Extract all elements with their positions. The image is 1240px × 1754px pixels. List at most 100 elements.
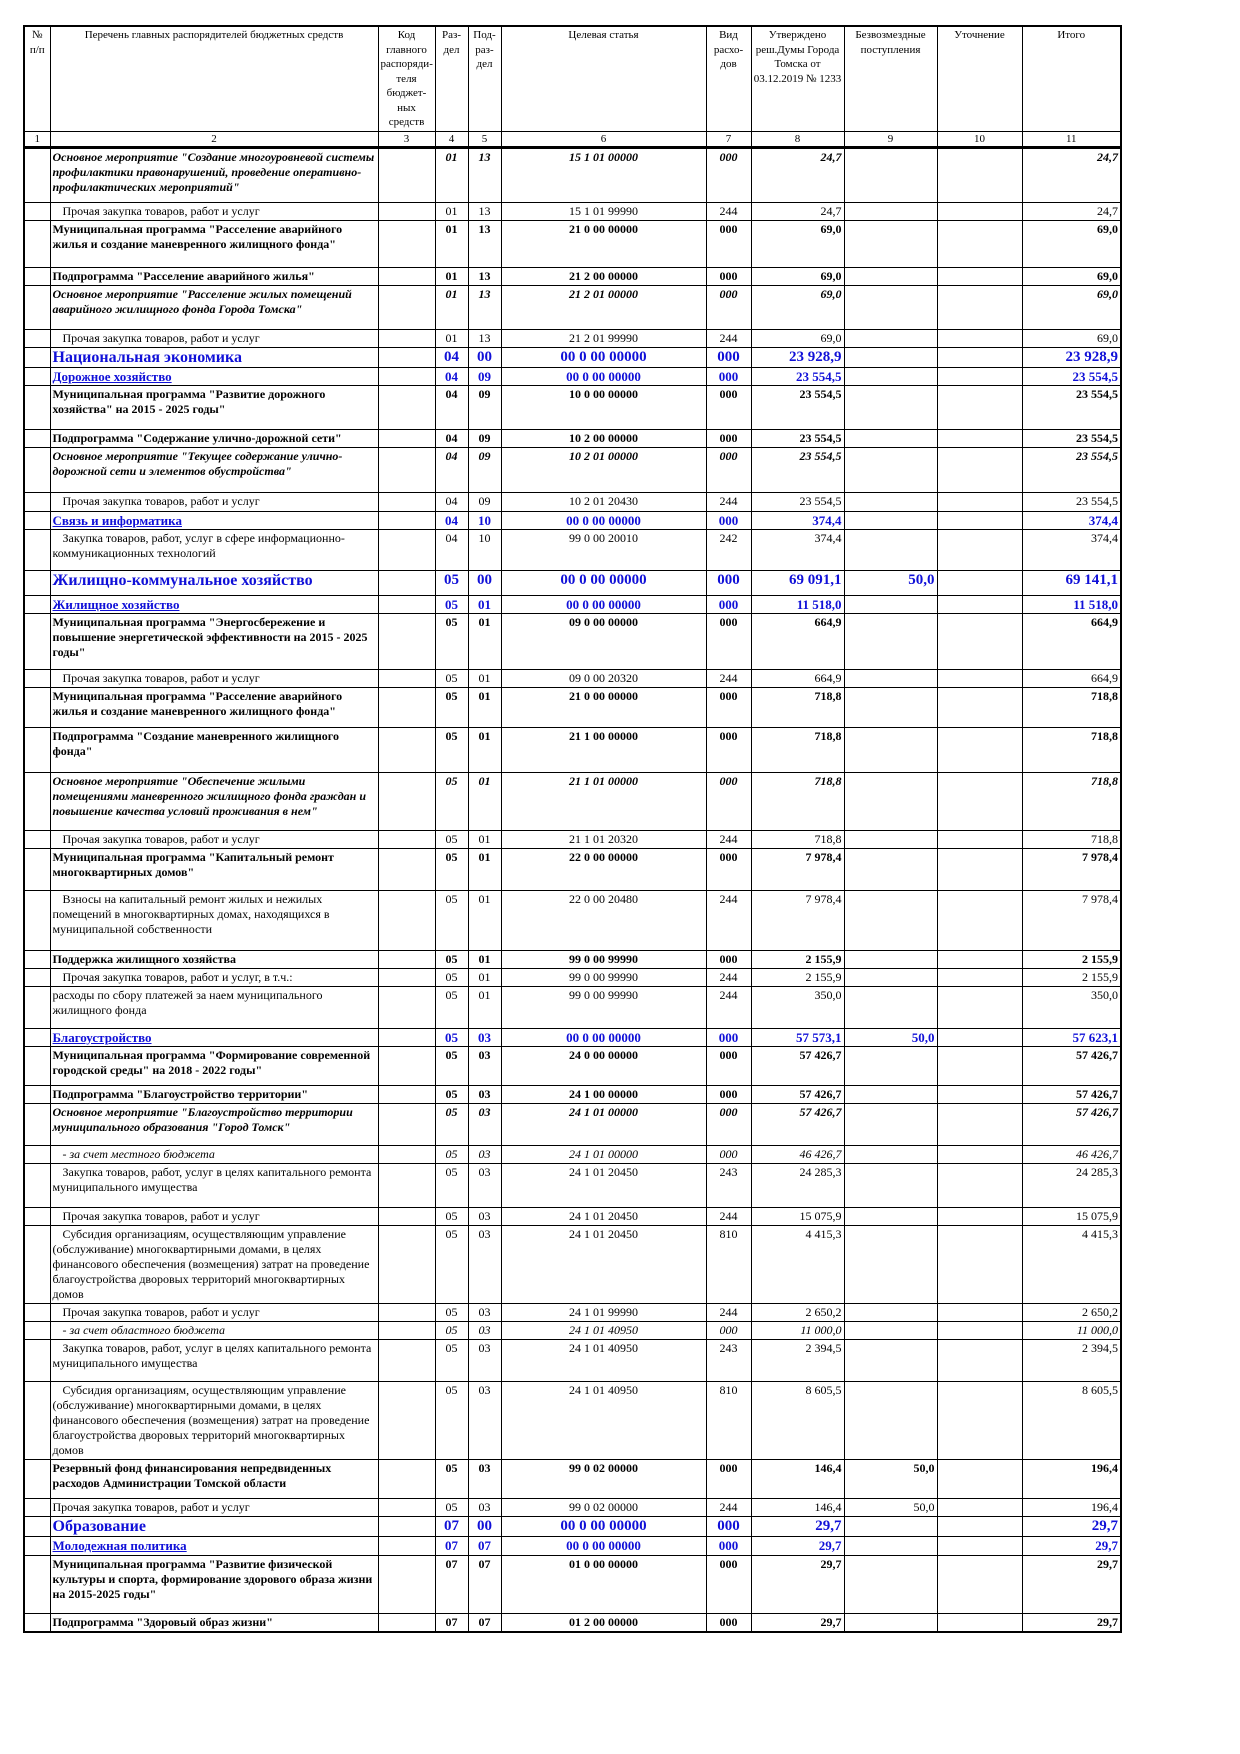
- cell-approved: 718,8: [750, 771, 845, 831]
- cell-adjustment: [936, 967, 1023, 987]
- cell-name: Субсидия организациям, осуществляющим уп…: [49, 1380, 379, 1460]
- table-row: Муниципальная программа "Капитальный рем…: [23, 847, 1122, 891]
- cell-expense-type: 000: [705, 594, 752, 614]
- cell-number: [23, 1320, 51, 1340]
- cell-adjustment: [936, 1338, 1023, 1382]
- cell-admin-code: [377, 328, 436, 348]
- cell-target-item: 22 0 00 20480: [500, 889, 707, 951]
- cell-number: [23, 726, 51, 773]
- table-row: Молодежная политика 07 07 00 0 00 00000 000 2…: [23, 1535, 1122, 1556]
- cell-total: 69,0: [1021, 266, 1122, 286]
- cell-name: Подпрограмма "Создание маневренного жили…: [49, 726, 379, 773]
- column-number-11: 11: [1021, 130, 1122, 149]
- cell-number: [23, 594, 51, 614]
- cell-section: 05: [434, 949, 469, 969]
- cell-subsection: 01: [467, 594, 502, 614]
- cell-section: 01: [434, 201, 469, 221]
- cell-total: 23 554,5: [1021, 366, 1122, 386]
- cell-adjustment: [936, 1380, 1023, 1460]
- cell-grants: [843, 829, 938, 849]
- table-row: - за счет областного бюджета 05 03 24 1 01 …: [23, 1320, 1122, 1340]
- cell-subsection: 07: [467, 1554, 502, 1614]
- cell-name: Основное мероприятие "Текущее содержание…: [49, 446, 379, 493]
- cell-approved: 7 978,4: [750, 889, 845, 951]
- table-row: Прочая закупка товаров, работ и услуг 05 0…: [23, 1206, 1122, 1226]
- cell-subsection: 09: [467, 491, 502, 512]
- cell-admin-code: [377, 847, 436, 891]
- table-row: Прочая закупка товаров, работ и услуг 05 0…: [23, 1302, 1122, 1322]
- cell-target-item: 10 2 01 00000: [500, 446, 707, 493]
- cell-subsection: 03: [467, 1338, 502, 1382]
- cell-expense-type: 000: [705, 446, 752, 493]
- cell-adjustment: [936, 510, 1023, 530]
- cell-grants: [843, 668, 938, 688]
- column-number-10: 10: [936, 130, 1023, 149]
- table-row: Прочая закупка товаров, работ и услуг, в…: [23, 967, 1122, 987]
- cell-expense-type: 000: [705, 284, 752, 330]
- cell-total: 196,4: [1021, 1497, 1122, 1517]
- cell-subsection: 13: [467, 266, 502, 286]
- cell-total: 24,7: [1021, 146, 1122, 203]
- cell-name: Муниципальная программа "Формирование со…: [49, 1045, 379, 1086]
- cell-admin-code: [377, 1535, 436, 1556]
- cell-total: 69,0: [1021, 328, 1122, 348]
- table-row: Закупка товаров, работ, услуг в целях ка…: [23, 1162, 1122, 1208]
- cell-name: Основное мероприятие "Благоустройство те…: [49, 1102, 379, 1146]
- cell-admin-code: [377, 829, 436, 849]
- cell-approved: 57 573,1: [750, 1027, 845, 1047]
- cell-total: 23 928,9: [1021, 346, 1122, 368]
- cell-grants: [843, 428, 938, 448]
- cell-number: [23, 612, 51, 670]
- cell-section: 05: [434, 1206, 469, 1226]
- cell-adjustment: [936, 1535, 1023, 1556]
- cell-approved: 350,0: [750, 985, 845, 1029]
- cell-total: 664,9: [1021, 668, 1122, 688]
- cell-number: [23, 668, 51, 688]
- cell-target-item: 00 0 00 00000: [500, 366, 707, 386]
- cell-section: 05: [434, 1045, 469, 1086]
- cell-total: 2 394,5: [1021, 1338, 1122, 1382]
- cell-expense-type: 244: [705, 1302, 752, 1322]
- cell-name: Прочая закупка товаров, работ и услуг: [49, 491, 379, 512]
- cell-section: 05: [434, 1224, 469, 1304]
- cell-approved: 24,7: [750, 146, 845, 203]
- cell-admin-code: [377, 1554, 436, 1614]
- cell-expense-type: 244: [705, 1497, 752, 1517]
- cell-expense-type: 000: [705, 1027, 752, 1047]
- cell-grants: [843, 1102, 938, 1146]
- cell-section: 04: [434, 428, 469, 448]
- cell-approved: 7 978,4: [750, 847, 845, 891]
- cell-name: Прочая закупка товаров, работ и услуг: [49, 328, 379, 348]
- cell-grants: [843, 328, 938, 348]
- cell-number: [23, 146, 51, 203]
- cell-admin-code: [377, 726, 436, 773]
- cell-section: 07: [434, 1612, 469, 1633]
- cell-subsection: 03: [467, 1458, 502, 1499]
- header-col-grants: Безвозмездные поступления: [843, 25, 938, 132]
- cell-adjustment: [936, 771, 1023, 831]
- cell-number: [23, 1535, 51, 1556]
- cell-target-item: 99 0 00 99990: [500, 949, 707, 969]
- cell-total: 23 554,5: [1021, 446, 1122, 493]
- cell-approved: 69,0: [750, 328, 845, 348]
- cell-expense-type: 000: [705, 949, 752, 969]
- cell-grants: [843, 1338, 938, 1382]
- cell-name: Закупка товаров, работ, услуг в целях ка…: [49, 1162, 379, 1208]
- cell-total: 11 518,0: [1021, 594, 1122, 614]
- cell-total: 69 141,1: [1021, 569, 1122, 596]
- cell-subsection: 03: [467, 1102, 502, 1146]
- table-row: Закупка товаров, работ, услуг в сфере ин…: [23, 528, 1122, 571]
- cell-approved: 374,4: [750, 510, 845, 530]
- cell-grants: [843, 366, 938, 386]
- cell-expense-type: 244: [705, 829, 752, 849]
- cell-adjustment: [936, 446, 1023, 493]
- cell-expense-type: 000: [705, 1458, 752, 1499]
- cell-target-item: 21 1 00 00000: [500, 726, 707, 773]
- table-row: расходы по сбору платежей за наем муници…: [23, 985, 1122, 1029]
- cell-number: [23, 1515, 51, 1537]
- cell-name: Взносы на капитальный ремонт жилых и неж…: [49, 889, 379, 951]
- cell-target-item: 24 1 01 99990: [500, 1302, 707, 1322]
- table-row: Прочая закупка товаров, работ и услуг 05 0…: [23, 1497, 1122, 1517]
- cell-total: 23 554,5: [1021, 491, 1122, 512]
- cell-grants: [843, 1224, 938, 1304]
